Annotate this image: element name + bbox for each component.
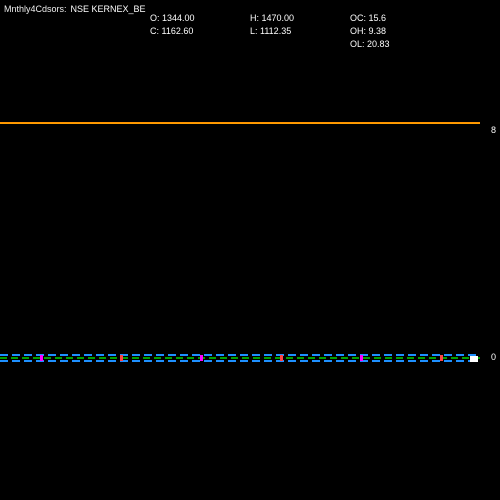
lower-indicator-band [0,354,480,362]
upper-indicator-line [0,122,480,124]
price-marker [470,356,478,362]
axis-label-upper: 8 [491,125,496,135]
chart-canvas [0,0,480,500]
axis-label-lower: 0 [491,352,496,362]
